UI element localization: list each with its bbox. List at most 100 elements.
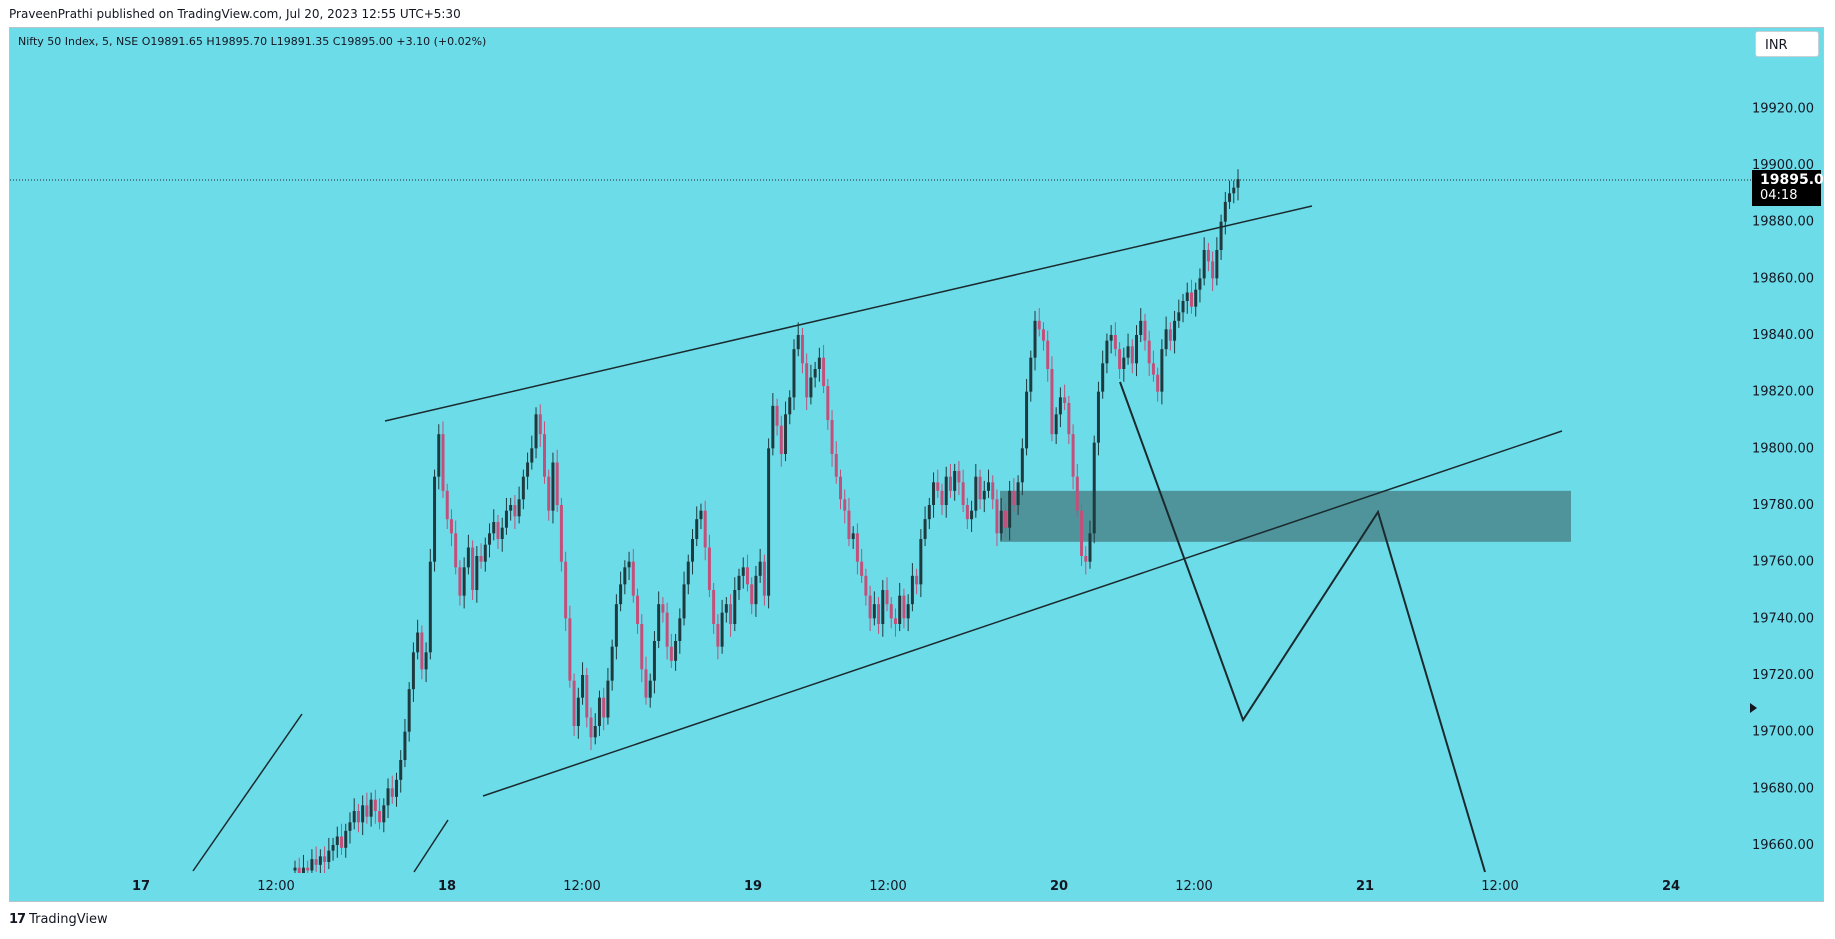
- y-tick-label: 19880.00: [1752, 215, 1814, 230]
- demand-zone-box: [1000, 490, 1571, 542]
- candle-body: [623, 567, 627, 585]
- candle-body: [957, 471, 961, 483]
- x-tick-label: 12:00: [1175, 879, 1212, 894]
- candle-body: [927, 505, 931, 520]
- candle-body: [1041, 329, 1045, 341]
- candle-body: [826, 386, 830, 420]
- candle-body: [475, 556, 479, 590]
- candle-body: [978, 476, 982, 500]
- candle-body: [458, 567, 462, 596]
- plot-area: [192, 169, 1571, 873]
- candle-body: [910, 575, 914, 605]
- candle-body: [889, 604, 893, 619]
- candle-body: [1020, 448, 1024, 483]
- candle-body: [724, 604, 728, 613]
- y-tick-label: 19860.00: [1752, 271, 1814, 286]
- candle-body: [1037, 320, 1041, 330]
- candle-body: [1050, 369, 1054, 435]
- candle-body: [496, 522, 500, 539]
- candle-body: [509, 505, 513, 511]
- candle-body: [906, 604, 910, 619]
- candle-body: [1194, 289, 1198, 307]
- candle-body: [365, 805, 369, 817]
- candle-body: [995, 499, 999, 534]
- candle-body: [860, 561, 864, 576]
- candle-body: [559, 505, 563, 562]
- candle-body: [399, 760, 403, 780]
- candle-body: [526, 462, 530, 477]
- currency-selector[interactable]: INR: [1755, 31, 1819, 57]
- candle-body: [318, 856, 322, 865]
- candle-body: [327, 850, 331, 862]
- x-tick-label: 12:00: [563, 879, 600, 894]
- candle-body: [534, 414, 538, 449]
- candle-body: [407, 689, 411, 732]
- candle-body: [733, 590, 737, 624]
- candle-body: [1202, 250, 1206, 279]
- candle-body: [1092, 442, 1096, 534]
- candle-body: [881, 590, 885, 624]
- candle-body: [344, 830, 348, 848]
- candle-body: [1215, 250, 1219, 279]
- footer-brand[interactable]: 17 TradingView: [9, 912, 108, 927]
- candle-body: [1101, 363, 1105, 392]
- candle-body: [517, 499, 521, 517]
- candle-body: [729, 604, 733, 624]
- candle-body: [394, 779, 398, 797]
- candle-body: [716, 624, 720, 647]
- candle-body: [754, 575, 758, 605]
- candle-body: [576, 697, 580, 726]
- bar-countdown: 04:18: [1760, 188, 1798, 203]
- candle-body: [335, 836, 339, 845]
- candle-body: [1016, 482, 1020, 505]
- candle-body: [403, 731, 407, 760]
- candle-body: [1223, 201, 1227, 222]
- candle-body: [488, 533, 492, 545]
- candle-body: [504, 510, 508, 528]
- candle-body: [775, 405, 779, 426]
- candle-body: [1088, 533, 1092, 562]
- candle-body: [445, 490, 449, 520]
- candle-body: [424, 652, 428, 670]
- candle-body: [855, 533, 859, 562]
- candle-body: [589, 717, 593, 738]
- y-tick-label: 19820.00: [1752, 385, 1814, 400]
- candle-body: [800, 335, 804, 364]
- candle-body: [530, 448, 534, 463]
- candle-body: [572, 680, 576, 726]
- candle-body: [792, 349, 796, 398]
- candle-body: [1130, 346, 1134, 364]
- chart-pane[interactable]: [9, 27, 1824, 902]
- trend-line-left-small: [413, 819, 449, 873]
- candle-body: [1067, 403, 1071, 435]
- candle-body: [767, 448, 771, 596]
- candle-body: [437, 434, 441, 477]
- candle-body: [822, 357, 826, 386]
- candle-body: [433, 476, 437, 562]
- candle-body: [293, 867, 297, 871]
- candle-body: [1139, 320, 1143, 335]
- x-tick-label: 19: [744, 879, 762, 894]
- candle-body: [1033, 320, 1037, 358]
- candle-body: [932, 482, 936, 505]
- symbol-legend: Nifty 50 Index, 5, NSE O19891.65 H19895.…: [18, 35, 487, 48]
- candle-body: [1173, 320, 1177, 341]
- candle-body: [449, 519, 453, 534]
- candle-body: [1219, 221, 1223, 250]
- candle-body: [970, 510, 974, 520]
- candle-body: [386, 788, 390, 806]
- x-tick-label: 21: [1356, 879, 1374, 894]
- candle-body: [1143, 320, 1147, 341]
- candle-body: [1156, 374, 1160, 392]
- candle-body: [877, 604, 881, 624]
- candle-body: [703, 510, 707, 548]
- candle-body: [1029, 357, 1033, 392]
- candle-body: [340, 836, 344, 848]
- candle-body: [593, 726, 597, 738]
- candle-body: [1080, 510, 1084, 556]
- candle-body: [817, 357, 821, 369]
- candle-body: [1206, 250, 1210, 262]
- candle-body: [652, 641, 656, 681]
- candle-body: [538, 414, 542, 435]
